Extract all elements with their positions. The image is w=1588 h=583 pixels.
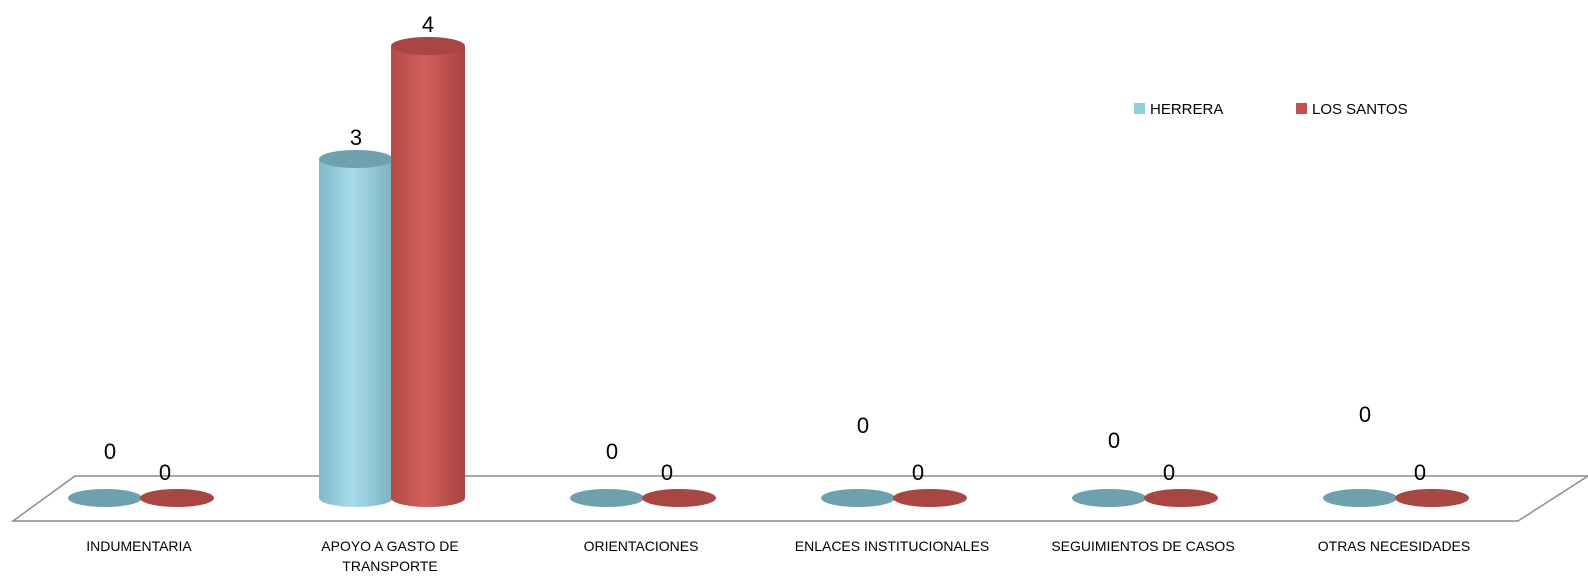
bar-los-santos-0 [140,489,214,507]
bar-herrera-5 [1323,489,1397,507]
bar-herrera-3 [821,489,895,507]
bar-cap-herrera-1 [319,150,393,168]
bar-los-santos-3 [893,489,967,507]
category-label-4: SEGUIMIENTOS DE CASOS [1051,538,1234,554]
data-labels-layer: 0 0 3 4 0 0 0 0 0 0 0 0 [104,12,1426,485]
data-label-herrera-1: 3 [350,125,362,150]
bar-herrera-4 [1072,489,1146,507]
data-label-los-santos-4: 0 [1163,460,1175,485]
data-label-los-santos-1: 4 [422,12,434,37]
legend: HERRERA LOS SANTOS [1134,101,1408,118]
data-label-herrera-4: 0 [1108,428,1120,453]
legend-swatch-herrera [1134,103,1145,114]
bar-los-santos-4 [1144,489,1218,507]
data-label-herrera-5: 0 [1359,402,1371,427]
data-label-los-santos-3: 0 [912,460,924,485]
data-label-herrera-2: 0 [606,439,618,464]
bar-herrera-1 [319,159,393,507]
category-labels-layer: INDUMENTARIA APOYO A GASTO DE TRANSPORTE OR… [86,538,1470,574]
category-label-0: INDUMENTARIA [86,538,192,554]
category-label-3: ENLACES INSTITUCIONALES [795,538,990,554]
category-label-2: ORIENTACIONES [584,538,699,554]
data-label-herrera-3: 0 [857,413,869,438]
bar-herrera-2 [570,489,644,507]
legend-label-herrera: HERRERA [1150,101,1223,118]
data-label-los-santos-5: 0 [1414,460,1426,485]
category-label-1: APOYO A GASTO DE TRANSPORTE [321,538,458,574]
legend-label-los-santos: LOS SANTOS [1312,101,1408,118]
data-label-los-santos-0: 0 [159,460,171,485]
data-label-herrera-0: 0 [104,439,116,464]
legend-swatch-los-santos [1296,103,1307,114]
bar-los-santos-1 [391,46,465,507]
category-label-5: OTRAS NECESIDADES [1318,538,1470,554]
bar-los-santos-2 [642,489,716,507]
bar-los-santos-5 [1395,489,1469,507]
bar-herrera-0 [68,489,142,507]
bar-cap-los-santos-1 [391,37,465,55]
bars-layer [68,37,1469,507]
data-label-los-santos-2: 0 [661,460,673,485]
